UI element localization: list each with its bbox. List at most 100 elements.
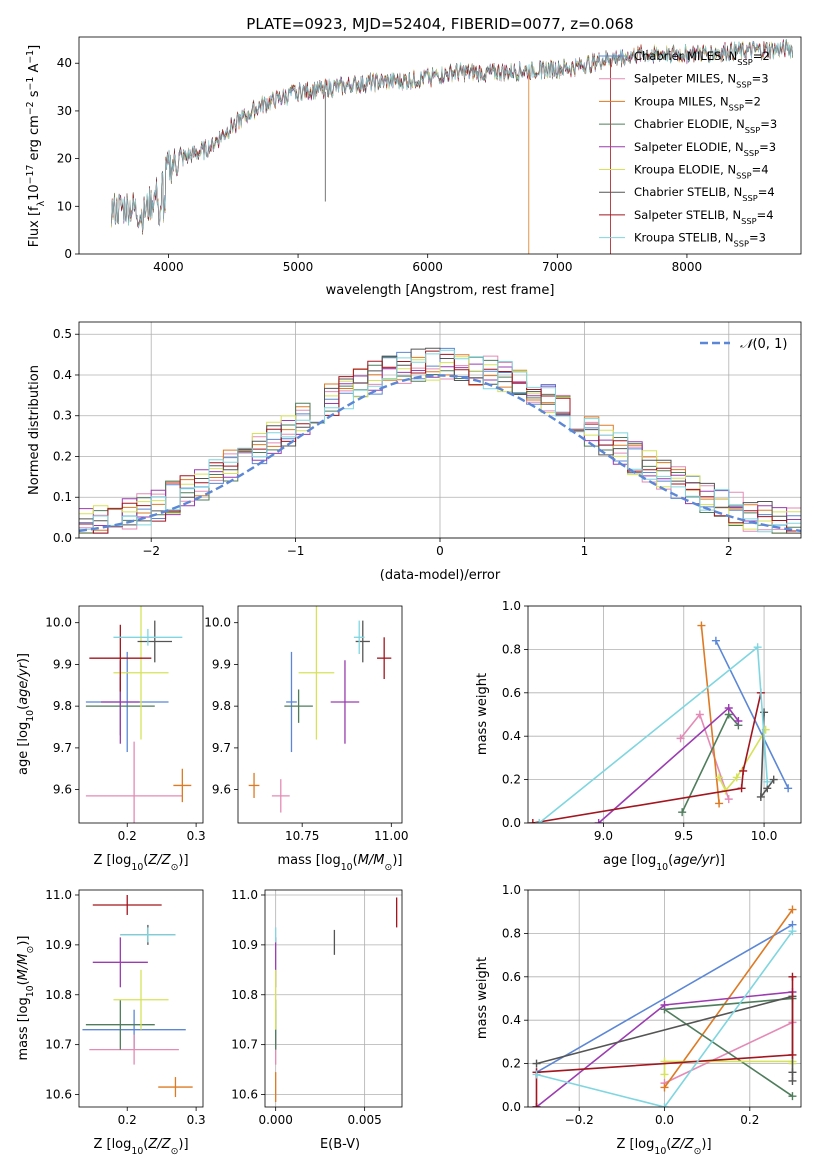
weight-marker [739,766,748,775]
legend-entry: Kroupa MILES, NSSP=2 [634,94,761,112]
plot-area [85,606,192,823]
y-tick-label: 0.6 [502,686,521,700]
x-tick-label: 0.2 [118,1113,137,1127]
x-tick-label: 4000 [153,260,184,274]
legend-entry: Kroupa STELIB, NSSP=3 [634,231,766,249]
y-tick-label: 10.0 [45,616,72,630]
weight-line [535,976,794,1107]
x-tick-label: 0.2 [740,1113,759,1127]
weight-marker [753,643,762,652]
y-tick-label: 0.2 [502,773,521,787]
y-tick-label: 9.8 [53,699,72,713]
weight-line [718,729,767,792]
legend-entry: Chabrier ELODIE, NSSP=3 [634,117,777,135]
x-tick-label: 9.5 [674,829,693,843]
chart-mass_vs_Z: 0.2 0.3 10.6 10.7 10.8 10.9 11.0 Z [log10(Z/Z⊙)… [16,888,206,1157]
weight-marker [788,1076,797,1085]
y-tick-label: 0 [64,247,72,261]
x-tick-label: 0.3 [187,829,206,843]
y-tick-label: 0.3 [53,409,72,423]
y-tick-label: 10.6 [231,1088,258,1102]
spectrum-line [111,39,793,234]
legend-entry: Chabrier MILES, NSSP=2 [634,49,770,67]
y-tick-label: 1.0 [502,883,521,897]
y-tick-label: 1.0 [502,599,521,613]
weight-marker [660,1103,669,1107]
y-axis-label: Flux [fλ10−17 erg cm−2 s−1 A−1] [25,45,47,247]
weight-line [715,640,789,789]
x-axis-label: E(B-V) [320,1137,360,1152]
y-tick-label: 0.6 [502,970,521,984]
spectrum-line [111,39,793,235]
weight-marker [678,808,687,817]
y-tick-label: 10 [57,199,72,213]
x-tick-label: 8000 [672,260,703,274]
weight-marker [532,1070,541,1079]
weight-marker [594,819,603,823]
axes-frame [264,889,403,1108]
weight-marker [724,703,733,712]
y-tick-label: 30 [57,104,72,118]
weight-marker [756,792,765,801]
weight-marker [695,710,704,719]
axes-frame [78,889,204,1108]
weight-line [700,625,720,804]
histogram-series [79,347,801,534]
y-axis-label: age [log10(age/yr)] [16,653,36,775]
x-tick-label: 0.0 [655,1113,674,1127]
weight-line [538,645,769,823]
axes-frame [78,36,802,255]
plot-area [275,897,398,1103]
spectrum-line [111,40,793,231]
figure-title: PLATE=0923, MJD=52404, FIBERID=0077, z=0… [246,15,633,33]
x-tick-label: 0.2 [118,829,137,843]
x-tick-label: −1 [287,544,305,558]
y-tick-label: 10.8 [231,988,258,1002]
x-tick-label: −0.2 [565,1113,594,1127]
spectrum-line [111,41,793,233]
weight-marker [763,777,772,786]
weight-marker [788,1050,797,1059]
weight-marker [788,1068,797,1077]
weight-marker [760,708,769,717]
weight-marker [660,1083,669,1092]
weight-marker [737,784,746,793]
y-tick-label: 0.0 [502,816,521,830]
axes-frame [527,889,802,1108]
legend-entry: Salpeter ELODIE, NSSP=3 [634,140,776,158]
spectrum-line [111,39,793,231]
y-tick-label: 10.7 [231,1038,258,1052]
x-tick-label: 11.00 [374,829,408,843]
y-tick-label: 9.9 [212,657,231,671]
spectrum-line [111,40,793,235]
x-axis-label: mass [log10(M/M⊙)] [278,853,403,873]
chart-age_vs_mass: 10.75 11.00 9.6 9.7 9.8 9.9 10.0 mass [log10(M/… [204,605,408,873]
y-tick-label: 0.0 [53,531,72,545]
y-tick-label: 0.8 [502,642,521,656]
x-axis-label: Z [log10(Z/Z⊙)] [93,1137,188,1157]
legend-entry: Salpeter STELIB, NSSP=4 [634,208,774,226]
y-tick-label: 9.8 [212,699,231,713]
weight-marker [535,819,544,823]
weight-marker [769,775,778,784]
axes-frame [78,321,802,539]
y-tick-label: 9.7 [53,741,72,755]
y-axis-label: Normed distribution [27,365,42,495]
legend-entry: 𝒩(0, 1) [740,337,787,352]
weight-marker [676,734,685,743]
plot-area [79,347,801,534]
weight-line [679,712,730,800]
y-tick-label: 0.2 [502,1057,521,1071]
plot-area [528,621,793,823]
x-tick-label: 5000 [283,260,314,274]
x-tick-label: 2 [725,544,733,558]
histogram-series [79,349,801,533]
x-tick-label: 0.000 [258,1113,292,1127]
chart-weight_vs_age: 9.0 9.5 10.0 0.0 0.2 0.4 0.6 0.8 1.0 age [log10(a… [475,599,802,873]
x-tick-label: 0 [436,544,444,558]
y-tick-label: 0.5 [53,327,72,341]
weight-line [536,930,794,1107]
weight-line [536,924,793,1073]
spectrum-line [111,39,793,232]
